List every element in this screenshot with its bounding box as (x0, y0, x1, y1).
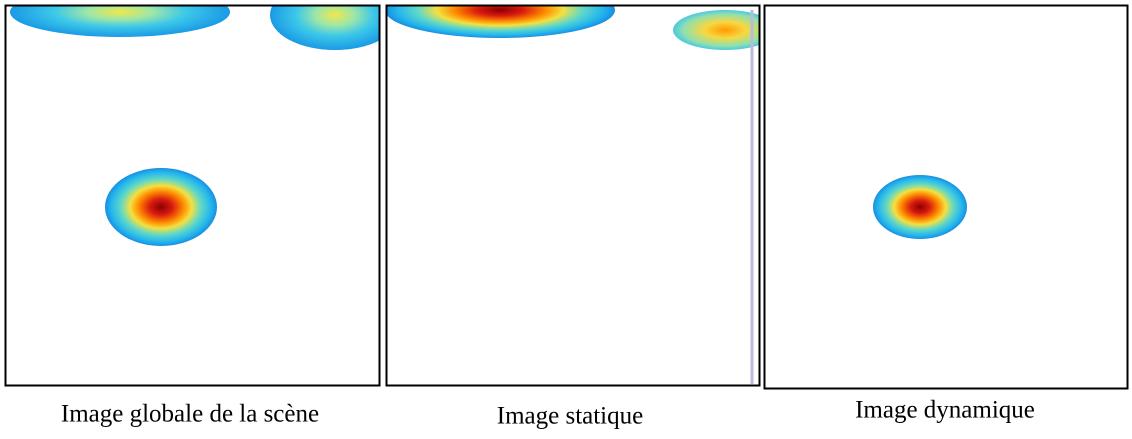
panel-static (385, 4, 761, 387)
panel-dynamic (763, 4, 1129, 390)
caption: Image statique (497, 403, 643, 430)
heat-blob (270, 6, 379, 50)
panel-frame (763, 4, 1129, 390)
heat-blob (387, 6, 615, 38)
caption: Image dynamique (855, 397, 1035, 424)
panel-frame (385, 4, 761, 387)
panel-frame (4, 4, 381, 387)
panel-global (4, 4, 381, 387)
caption: Image globale de la scène (61, 401, 319, 428)
heat-blob (10, 6, 230, 37)
heat-blob (105, 168, 217, 246)
heat-blob (873, 175, 967, 239)
heat-blob (673, 10, 759, 50)
